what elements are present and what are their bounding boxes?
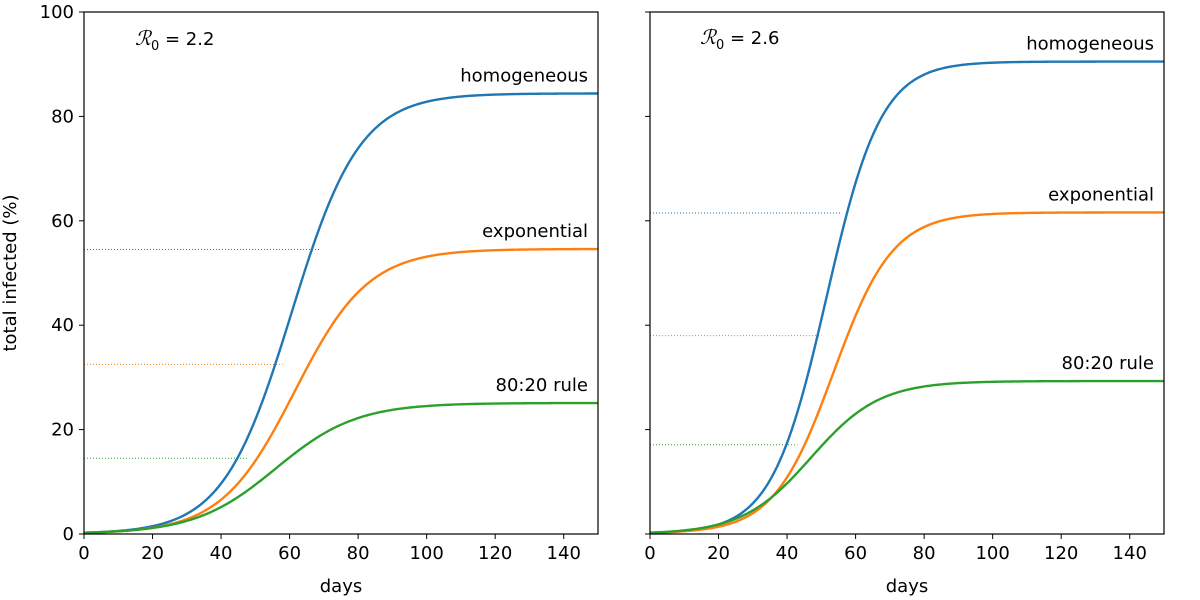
x-axis-label: days: [320, 576, 363, 597]
series-label-0: homogeneous: [1026, 34, 1154, 55]
x-tick-label: 60: [278, 543, 301, 564]
x-axis-label: days: [886, 576, 929, 597]
plot-frame: [83, 11, 599, 535]
x-tick-label: 20: [707, 543, 730, 564]
y-tick-label: 0: [63, 524, 74, 545]
r0-annotation: ℛ0 = 2.2: [135, 26, 214, 54]
left-panel: homogeneous exponential 80:20 rule 0 20 40 60 8…: [40, 2, 599, 597]
x-tick-label: 60: [844, 543, 867, 564]
y-axis-label: total infected (%): [0, 194, 21, 351]
series-line-2: [83, 401, 598, 534]
x-tick-label: 80: [913, 543, 936, 564]
x-tick-label: 120: [478, 543, 512, 564]
series-label-1: exponential: [1048, 184, 1154, 205]
series-line-0: [649, 60, 1164, 534]
y-tick-label: 20: [51, 420, 74, 441]
y-tick-label: 40: [51, 315, 74, 336]
plot-frame: [649, 11, 1165, 535]
x-tick-label: 140: [1113, 543, 1147, 564]
series-label-2: 80:20 rule: [496, 375, 588, 396]
series-line-0: [83, 92, 598, 534]
x-tick-label: 120: [1044, 543, 1078, 564]
x-tick-label: 20: [141, 543, 164, 564]
r0-annotation: ℛ0 = 2.6: [700, 25, 779, 53]
x-tick-label: 0: [644, 543, 655, 564]
x-tick-label: 40: [210, 543, 233, 564]
x-tick-label: 100: [409, 543, 443, 564]
x-tick-label: 80: [347, 543, 370, 564]
y-tick-label: 80: [51, 106, 74, 127]
x-tick-label: 0: [78, 543, 89, 564]
series-line-1: [649, 211, 1164, 534]
series-label-1: exponential: [482, 221, 588, 242]
x-tick-label: 40: [776, 543, 799, 564]
y-tick-label: 60: [51, 211, 74, 232]
series-label-2: 80:20 rule: [1062, 353, 1154, 374]
series-label-0: homogeneous: [460, 65, 588, 86]
right-panel: homogeneous exponential 80:20 rule 0 20 40 60 8…: [644, 11, 1165, 597]
y-tick-label: 100: [40, 2, 74, 23]
x-tick-label: 140: [547, 543, 581, 564]
series-line-2: [649, 379, 1164, 534]
x-tick-label: 100: [975, 543, 1009, 564]
